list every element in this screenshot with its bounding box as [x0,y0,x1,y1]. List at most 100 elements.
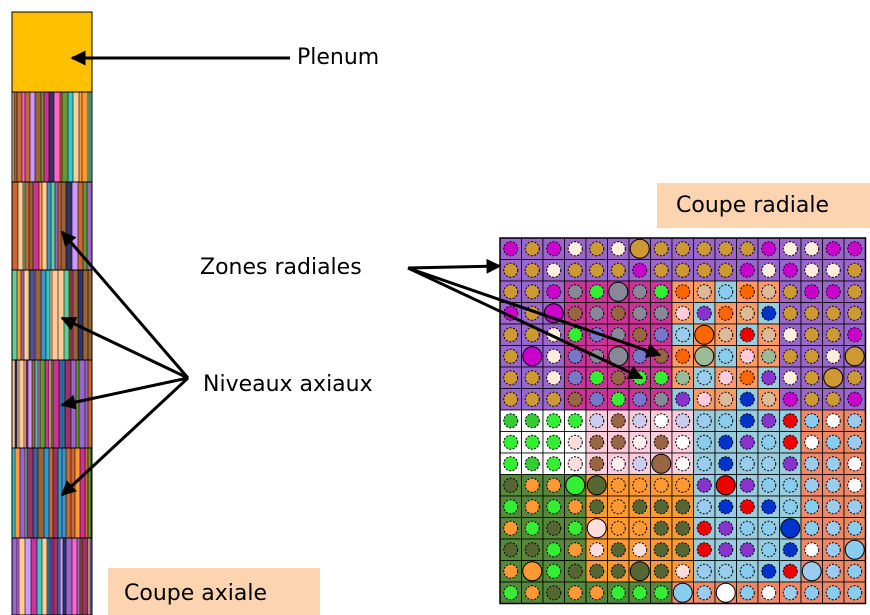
pin [546,563,562,579]
pin [804,305,820,321]
axial-stripe [45,360,49,448]
axial-stripe [58,182,61,270]
pin [696,456,712,472]
pin [761,563,777,579]
axial-stripe [90,92,92,182]
pin [653,305,669,321]
pin [589,241,605,257]
pin [761,585,777,601]
pin [696,284,712,300]
pin [632,413,648,429]
pin [546,477,562,493]
pin [675,284,691,300]
pin [546,241,562,257]
pin [567,391,583,407]
axial-stripe [71,448,75,538]
axial-stripe [40,360,45,448]
pin [739,241,755,257]
axial-stripe [27,448,33,538]
pin [586,518,607,539]
pin [589,305,605,321]
pin [524,434,540,450]
pin [675,520,691,536]
pin [739,327,755,343]
axial-stripe [58,448,62,538]
pin [782,477,798,493]
axial-stripe [72,182,78,270]
pin [782,327,798,343]
pin [696,520,712,536]
axial-stripe [58,538,60,615]
pin [847,477,863,493]
pin [524,499,540,515]
axial-stripe [12,448,15,538]
pin [632,520,648,536]
pin [718,434,734,450]
axial-stripe [54,92,60,182]
axial-stripe [68,92,73,182]
pin [844,539,865,560]
axial-stripe [80,448,85,538]
pin [847,391,863,407]
axial-stripe [60,92,62,182]
pin [804,327,820,343]
pin [653,262,669,278]
pin [825,348,841,364]
pin [653,241,669,257]
pin [503,542,519,558]
axial-column [11,91,93,615]
axial-stripe [12,538,17,615]
axial-stripe [33,448,38,538]
pin [675,434,691,450]
pin [696,542,712,558]
pin [524,542,540,558]
pin [739,499,755,515]
axial-stripe [51,182,55,270]
axial-stripe [25,92,30,182]
axial-stripe [24,360,26,448]
pin [675,563,691,579]
pin [782,542,798,558]
pin [782,241,798,257]
pin [610,370,626,386]
axial-stripe [88,270,92,360]
pin [653,434,669,450]
pin [653,348,669,364]
axial-stripe [12,270,17,360]
axial-stripe [32,360,35,448]
pin [718,241,734,257]
pin [825,542,841,558]
pin [503,370,519,386]
pin [653,284,669,300]
pin [503,262,519,278]
pin [761,305,777,321]
pin [718,413,734,429]
pin [610,520,626,536]
pin [610,585,626,601]
pin [782,456,798,472]
pin [629,561,650,582]
pin [675,456,691,472]
axial-stripe [73,92,79,182]
pin [632,262,648,278]
pin [804,434,820,450]
pin [782,391,798,407]
pin [503,585,519,601]
axial-stripe [25,538,31,615]
pin [761,499,777,515]
axial-stripe [47,182,51,270]
pin [651,453,672,474]
pin [718,563,734,579]
axial-stripe [50,270,52,360]
pin [696,563,712,579]
pin [761,391,777,407]
zone-arrow [407,266,644,380]
pin [653,391,669,407]
axial-stripe [51,538,53,615]
axial-stripe [29,182,33,270]
pin [696,434,712,450]
axial-stripe [73,270,78,360]
pin [847,520,863,536]
axial-stripe [20,448,25,538]
pin [567,305,583,321]
